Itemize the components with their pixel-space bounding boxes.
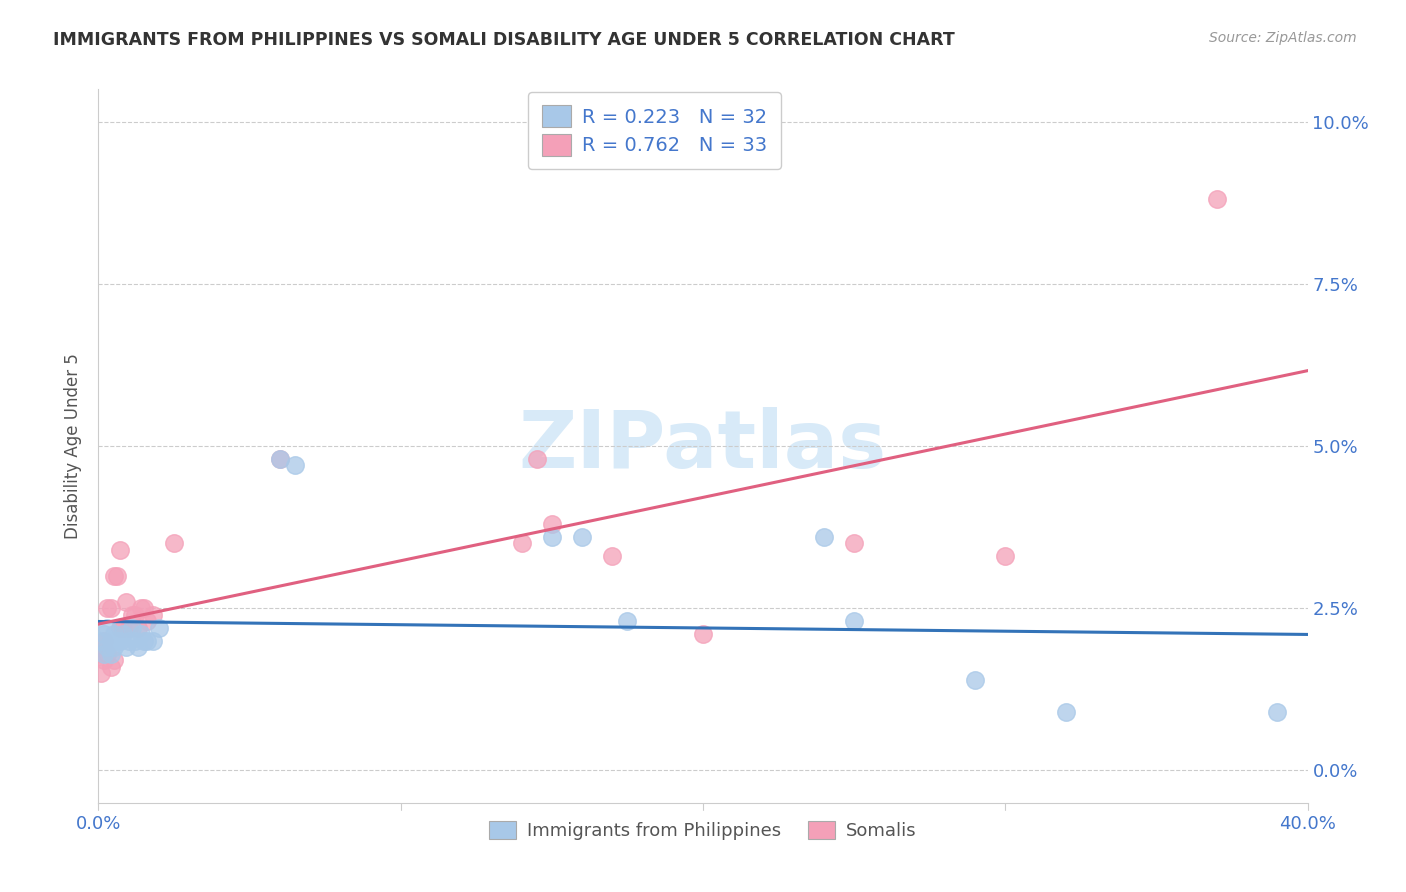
Point [93,627,115,641]
Point [111,627,134,641]
Point [269,452,291,467]
Point [96,647,118,661]
Point [100,659,122,673]
Point [108,633,131,648]
Point [100,633,122,648]
Point [844,614,866,628]
Point [100,601,122,615]
Point [129,601,152,615]
Point [616,614,638,628]
Point [602,549,624,564]
Point [813,530,835,544]
Point [103,640,125,654]
Point [105,568,128,582]
Legend: Immigrants from Philippines, Somalis: Immigrants from Philippines, Somalis [482,814,924,847]
Point [96,601,118,615]
Point [127,640,149,654]
Point [1267,705,1289,719]
Point [93,653,115,667]
Point [118,633,141,648]
Point [526,452,548,467]
Point [135,633,157,648]
Point [284,458,307,473]
Text: Source: ZipAtlas.com: Source: ZipAtlas.com [1209,31,1357,45]
Point [96,621,118,635]
Point [121,607,143,622]
Point [132,601,155,615]
Point [93,633,115,648]
Point [111,621,134,635]
Point [142,633,165,648]
Point [100,647,122,661]
Point [103,653,125,667]
Point [1206,193,1229,207]
Point [132,633,155,648]
Point [103,568,125,582]
Point [90,647,112,661]
Point [148,621,170,635]
Point [994,549,1017,564]
Point [96,640,118,654]
Point [121,621,143,635]
Point [93,647,115,661]
Point [108,542,131,557]
Point [135,614,157,628]
Point [103,627,125,641]
Y-axis label: Disability Age Under 5: Disability Age Under 5 [63,353,82,539]
Point [129,627,152,641]
Point [105,633,128,648]
Point [90,666,112,681]
Point [108,621,131,635]
Point [114,640,136,654]
Point [510,536,533,550]
Point [114,595,136,609]
Point [1054,705,1077,719]
Point [844,536,866,550]
Text: IMMIGRANTS FROM PHILIPPINES VS SOMALI DISABILITY AGE UNDER 5 CORRELATION CHART: IMMIGRANTS FROM PHILIPPINES VS SOMALI DI… [53,31,955,49]
Point [692,627,714,641]
Text: ZIPatlas: ZIPatlas [519,407,887,485]
Point [90,633,112,648]
Point [540,516,562,531]
Point [965,673,987,687]
Point [118,621,141,635]
Point [142,607,165,622]
Point [124,633,146,648]
Point [127,621,149,635]
Point [124,607,146,622]
Point [540,530,562,544]
Point [571,530,593,544]
Point [269,452,291,467]
Point [163,536,186,550]
